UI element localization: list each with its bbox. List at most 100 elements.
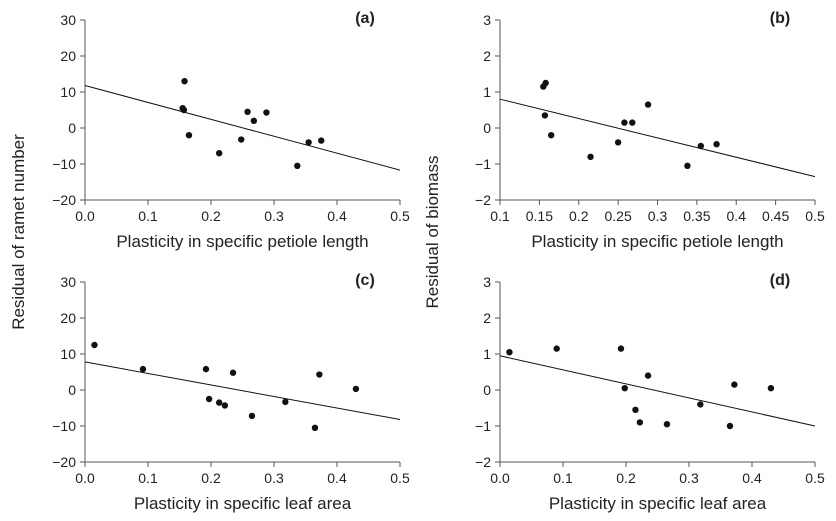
x-tick-label: 0.25 bbox=[605, 208, 632, 224]
panel-c: −20 −10 0 10 20 30 0.0 0.1 0.2 0.3 0.4 0.5 Plasticit… bbox=[52, 272, 410, 513]
y-tick-label: 0 bbox=[68, 120, 76, 136]
data-point bbox=[250, 117, 258, 125]
data-point bbox=[139, 365, 147, 373]
y-tick-label: 30 bbox=[60, 274, 76, 290]
x-tick-label: 0.1 bbox=[490, 208, 510, 224]
data-point bbox=[202, 365, 210, 373]
panel-tag: (c) bbox=[355, 272, 375, 289]
data-point bbox=[767, 385, 775, 392]
data-point bbox=[318, 137, 325, 144]
y-tick-label: −2 bbox=[475, 454, 491, 470]
data-point bbox=[185, 132, 193, 139]
x-tick-label: 0.3 bbox=[264, 208, 284, 224]
data-point bbox=[632, 406, 639, 413]
data-point bbox=[215, 150, 223, 157]
x-axis-label: Plasticity in specific petiole length bbox=[531, 232, 783, 251]
panel-d: −2 −1 0 1 2 3 0.0 0.1 0.2 0.3 0.4 0.5 Plasticity in … bbox=[475, 272, 825, 513]
panel-b: −2 −1 0 1 2 3 0.1 0.15 0.2 0.25 0.3 0.35 0.4 0.45 0.5 P… bbox=[475, 10, 825, 251]
x-tick-label: 0.0 bbox=[490, 470, 510, 486]
y-tick-label: 1 bbox=[483, 84, 491, 100]
data-point bbox=[294, 162, 301, 169]
data-point bbox=[553, 345, 560, 352]
x-tick-label: 0.4 bbox=[727, 208, 747, 224]
y-tick-label: −10 bbox=[52, 418, 76, 434]
data-point bbox=[636, 419, 644, 426]
x-tick-label: 0.2 bbox=[616, 470, 636, 486]
panel-tag: (b) bbox=[770, 10, 790, 27]
data-point bbox=[215, 399, 223, 406]
data-point bbox=[697, 142, 705, 150]
x-tick-label: 0.0 bbox=[75, 470, 95, 486]
data-point bbox=[547, 132, 555, 139]
regression-line bbox=[84, 361, 401, 421]
data-point bbox=[587, 153, 594, 160]
data-point bbox=[316, 371, 323, 378]
data-point bbox=[621, 119, 628, 126]
data-point bbox=[221, 402, 229, 409]
x-tick-label: 0.2 bbox=[201, 208, 221, 224]
data-point bbox=[617, 345, 625, 352]
panel-tag: (d) bbox=[770, 272, 790, 289]
data-point bbox=[180, 106, 188, 114]
ylabel-ramet: Residual of ramet number bbox=[9, 134, 28, 330]
panel-tag: (a) bbox=[355, 10, 375, 27]
x-tick-label: 0.1 bbox=[553, 470, 573, 486]
y-tick-label: 2 bbox=[483, 48, 491, 64]
y-tick-label: −20 bbox=[52, 454, 76, 470]
data-point bbox=[248, 412, 256, 420]
x-tick-label: 0.4 bbox=[742, 470, 762, 486]
x-tick-label: 0.1 bbox=[138, 208, 158, 224]
y-tick-label: 30 bbox=[60, 12, 76, 28]
x-tick-label: 0.2 bbox=[201, 470, 221, 486]
data-point bbox=[244, 108, 251, 116]
x-tick-label: 0.5 bbox=[390, 470, 410, 486]
x-tick-label: 0.1 bbox=[138, 470, 158, 486]
x-axis-label: Plasticity in specific petiole length bbox=[116, 232, 368, 251]
data-point bbox=[541, 112, 549, 119]
y-tick-label: −1 bbox=[475, 156, 491, 172]
x-tick-label: 0.4 bbox=[327, 470, 347, 486]
data-point bbox=[697, 401, 704, 408]
data-point bbox=[621, 385, 628, 392]
regression-line bbox=[84, 85, 401, 171]
data-point bbox=[713, 141, 720, 148]
data-point bbox=[282, 398, 289, 406]
x-tick-label: 0.4 bbox=[327, 208, 347, 224]
data-point bbox=[542, 79, 549, 87]
y-tick-label: 0 bbox=[483, 120, 491, 136]
data-point bbox=[629, 119, 636, 126]
y-tick-label: 3 bbox=[483, 12, 491, 28]
data-point bbox=[305, 139, 312, 146]
y-tick-label: −1 bbox=[475, 418, 491, 434]
data-point bbox=[352, 385, 360, 393]
data-point bbox=[229, 369, 237, 376]
data-point bbox=[263, 109, 270, 116]
data-point bbox=[644, 372, 652, 379]
y-tick-label: 2 bbox=[483, 310, 491, 326]
x-tick-label: 0.3 bbox=[648, 208, 668, 224]
x-tick-label: 0.5 bbox=[390, 208, 410, 224]
x-tick-label: 0.35 bbox=[683, 208, 710, 224]
y-tick-label: 10 bbox=[60, 346, 76, 362]
data-point bbox=[684, 162, 691, 169]
y-tick-label: 0 bbox=[68, 382, 76, 398]
y-tick-label: −2 bbox=[475, 192, 491, 208]
x-tick-label: 0.2 bbox=[569, 208, 589, 224]
ylabel-biomass: Residual of biomass bbox=[423, 155, 442, 308]
data-point bbox=[614, 139, 622, 146]
x-tick-label: 0.45 bbox=[762, 208, 789, 224]
y-tick-label: 0 bbox=[483, 382, 491, 398]
data-point bbox=[205, 395, 213, 403]
x-tick-label: 0.3 bbox=[679, 470, 699, 486]
y-tick-label: −20 bbox=[52, 192, 76, 208]
x-tick-label: 0.0 bbox=[75, 208, 95, 224]
data-point bbox=[311, 424, 319, 431]
y-tick-label: 20 bbox=[60, 48, 76, 64]
y-tick-label: 3 bbox=[483, 274, 491, 290]
x-axis-label: Plasticity in specific leaf area bbox=[134, 494, 352, 513]
data-point bbox=[726, 422, 734, 430]
data-point bbox=[506, 349, 513, 356]
panel-a: −20 −10 0 10 20 30 0.0 0.1 0.2 0.3 0.4 0.5 Plasticit… bbox=[52, 10, 410, 251]
data-point bbox=[644, 101, 652, 108]
